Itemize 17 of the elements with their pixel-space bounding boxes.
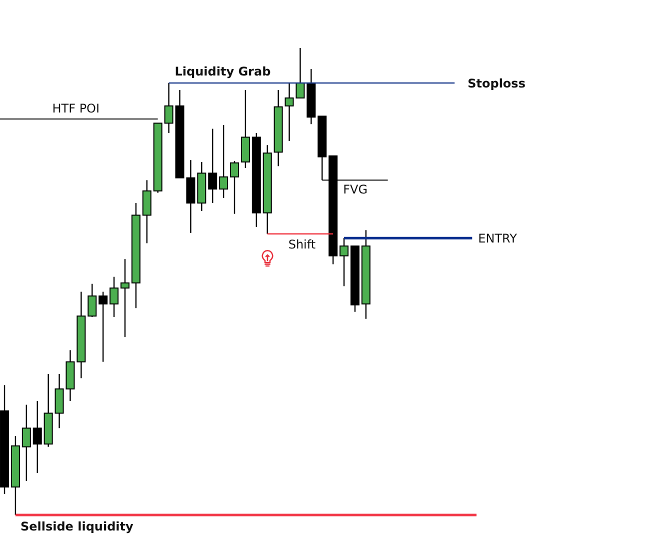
candlestick [219, 124, 228, 199]
candlestick [98, 291, 108, 362]
ref-line-label: FVG [343, 182, 368, 197]
candlestick [120, 258, 130, 338]
candlestick [88, 283, 97, 318]
ref-line-label: ENTRY [478, 232, 518, 246]
candlestick [110, 276, 119, 318]
ref-line-label: Sellside liquidity [20, 520, 134, 534]
annotation: Liquidity Grab [174, 64, 272, 79]
candlestick [230, 160, 240, 214]
candlestick [32, 400, 42, 474]
ref-line-label: Shift [288, 237, 316, 252]
candlestick [340, 237, 349, 287]
ref-line-label: HTF POI [52, 101, 100, 116]
candlestick [22, 404, 31, 482]
candlestick [208, 128, 218, 204]
ref-line-label: Stoploss [468, 76, 526, 91]
